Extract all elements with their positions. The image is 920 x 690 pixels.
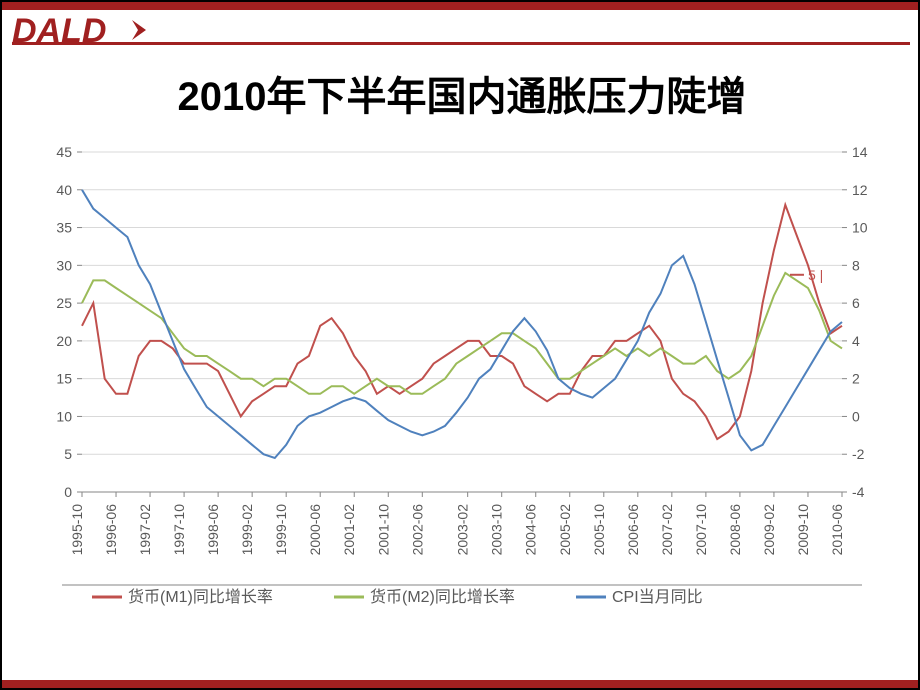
svg-text:10: 10 bbox=[56, 408, 72, 424]
svg-text:14: 14 bbox=[852, 144, 868, 160]
svg-text:2007-02: 2007-02 bbox=[659, 504, 675, 556]
legend: 货币(M1)同比增长率 货币(M2)同比增长率 CPI当月同比 bbox=[62, 585, 862, 606]
svg-text:2009-02: 2009-02 bbox=[761, 504, 777, 556]
svg-text:35: 35 bbox=[56, 220, 72, 236]
svg-text:5 |: 5 | bbox=[808, 267, 823, 283]
svg-text:CPI当月同比: CPI当月同比 bbox=[612, 588, 703, 606]
svg-text:2008-06: 2008-06 bbox=[727, 504, 743, 556]
top-accent-bar bbox=[2, 2, 918, 10]
svg-text:25: 25 bbox=[56, 295, 72, 311]
svg-text:5: 5 bbox=[64, 446, 72, 462]
svg-text:1996-06: 1996-06 bbox=[103, 504, 119, 556]
svg-text:2003-10: 2003-10 bbox=[489, 504, 505, 556]
chart-container: 0 5 10 15 20 25 30 35 40 45 -4 -2 0 2 4 6 8 10 12 14 1995-10… bbox=[32, 142, 892, 642]
svg-text:40: 40 bbox=[56, 182, 72, 198]
svg-text:1999-10: 1999-10 bbox=[273, 504, 289, 556]
page-title: 2010年下半年国内通胀压力陡增 bbox=[2, 64, 920, 122]
svg-text:1999-02: 1999-02 bbox=[239, 504, 255, 556]
svg-text:2001-10: 2001-10 bbox=[375, 504, 391, 556]
svg-text:2007-10: 2007-10 bbox=[693, 504, 709, 556]
svg-text:2004-06: 2004-06 bbox=[523, 504, 539, 556]
svg-text:2009-10: 2009-10 bbox=[795, 504, 811, 556]
svg-text:2010-06: 2010-06 bbox=[829, 504, 845, 556]
svg-text:货币(M2)同比增长率: 货币(M2)同比增长率 bbox=[370, 588, 515, 606]
svg-text:货币(M1)同比增长率: 货币(M1)同比增长率 bbox=[128, 588, 273, 606]
svg-text:8: 8 bbox=[852, 257, 860, 273]
slide-page: DALD 2010年下半年国内通胀压力陡增 051015202530354045… bbox=[0, 0, 920, 690]
svg-text:1998-06: 1998-06 bbox=[205, 504, 221, 556]
svg-text:4: 4 bbox=[852, 333, 860, 349]
svg-text:30: 30 bbox=[56, 257, 72, 273]
svg-text:45: 45 bbox=[56, 144, 72, 160]
svg-text:0: 0 bbox=[64, 484, 72, 500]
svg-text:1997-02: 1997-02 bbox=[137, 504, 153, 556]
svg-text:-4: -4 bbox=[852, 484, 865, 500]
svg-text:12: 12 bbox=[852, 182, 868, 198]
svg-text:2000-06: 2000-06 bbox=[307, 504, 323, 556]
svg-text:2001-02: 2001-02 bbox=[341, 504, 357, 556]
line-chart: 0 5 10 15 20 25 30 35 40 45 -4 -2 0 2 4 6 8 10 12 14 1995-10… bbox=[32, 142, 892, 642]
svg-text:2005-02: 2005-02 bbox=[557, 504, 573, 556]
bottom-accent-bar bbox=[2, 680, 918, 688]
svg-text:20: 20 bbox=[56, 333, 72, 349]
svg-text:10: 10 bbox=[852, 220, 868, 236]
svg-text:0: 0 bbox=[852, 408, 860, 424]
svg-text:6: 6 bbox=[852, 295, 860, 311]
svg-text:2003-02: 2003-02 bbox=[455, 504, 471, 556]
series-line bbox=[82, 273, 842, 394]
svg-text:2006-06: 2006-06 bbox=[625, 504, 641, 556]
series-line bbox=[82, 190, 842, 458]
svg-text:2: 2 bbox=[852, 371, 860, 387]
svg-text:-2: -2 bbox=[852, 446, 865, 462]
svg-text:2002-06: 2002-06 bbox=[409, 504, 425, 556]
svg-text:1995-10: 1995-10 bbox=[69, 504, 85, 556]
svg-text:1997-10: 1997-10 bbox=[171, 504, 187, 556]
header-divider bbox=[12, 42, 910, 45]
svg-text:15: 15 bbox=[56, 371, 72, 387]
svg-text:2005-10: 2005-10 bbox=[591, 504, 607, 556]
